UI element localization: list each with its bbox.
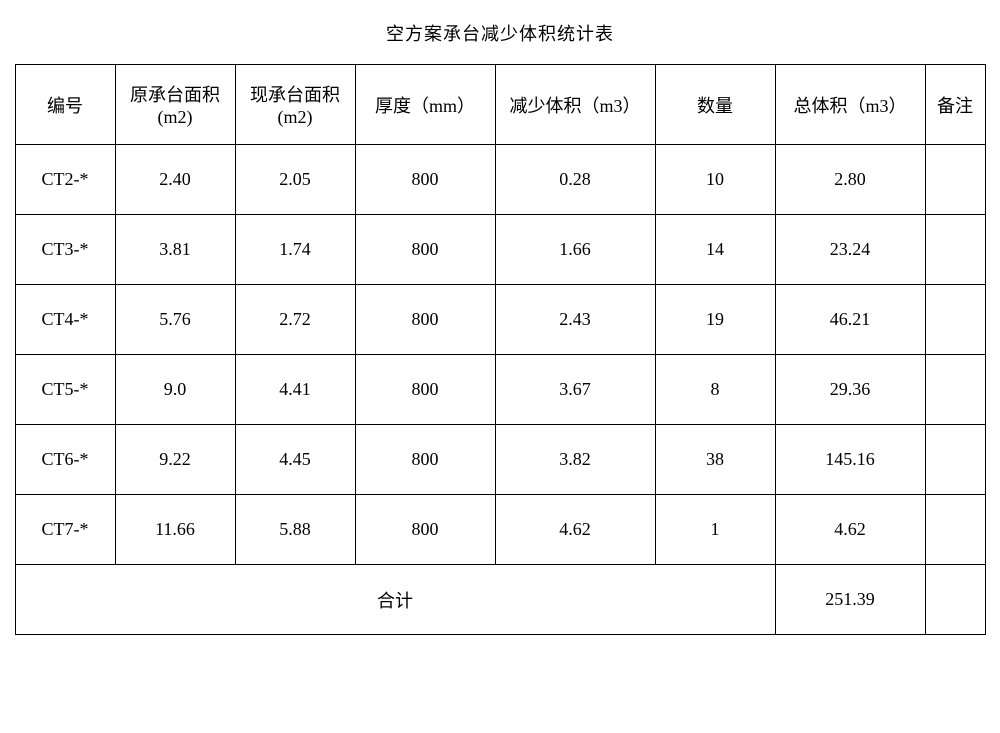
col-header-id: 编号: [15, 65, 115, 145]
cell-totv: 145.16: [775, 425, 925, 495]
cell-id: CT2-*: [15, 145, 115, 215]
col-header-redv: 减少体积（m3）: [495, 65, 655, 145]
cell-note: [925, 215, 985, 285]
col-header-thick: 厚度（mm）: [355, 65, 495, 145]
summary-row: 合计 251.39: [15, 565, 985, 635]
col-header-curr: 现承台面积(m2): [235, 65, 355, 145]
cell-qty: 8: [655, 355, 775, 425]
cell-curr: 4.41: [235, 355, 355, 425]
table-row: CT4-* 5.76 2.72 800 2.43 19 46.21: [15, 285, 985, 355]
cell-id: CT7-*: [15, 495, 115, 565]
table-row: CT3-* 3.81 1.74 800 1.66 14 23.24: [15, 215, 985, 285]
cell-orig: 11.66: [115, 495, 235, 565]
cell-curr: 2.72: [235, 285, 355, 355]
cell-totv: 23.24: [775, 215, 925, 285]
table-row: CT7-* 11.66 5.88 800 4.62 1 4.62: [15, 495, 985, 565]
col-header-qty: 数量: [655, 65, 775, 145]
cell-totv: 46.21: [775, 285, 925, 355]
col-header-note: 备注: [925, 65, 985, 145]
cell-curr: 2.05: [235, 145, 355, 215]
cell-orig: 9.22: [115, 425, 235, 495]
cell-thick: 800: [355, 355, 495, 425]
table-row: CT6-* 9.22 4.45 800 3.82 38 145.16: [15, 425, 985, 495]
cell-id: CT5-*: [15, 355, 115, 425]
cell-note: [925, 355, 985, 425]
cell-orig: 2.40: [115, 145, 235, 215]
cell-id: CT3-*: [15, 215, 115, 285]
cell-id: CT4-*: [15, 285, 115, 355]
cell-redv: 3.67: [495, 355, 655, 425]
summary-total: 251.39: [775, 565, 925, 635]
table-row: CT2-* 2.40 2.05 800 0.28 10 2.80: [15, 145, 985, 215]
summary-note: [925, 565, 985, 635]
cell-thick: 800: [355, 495, 495, 565]
cell-note: [925, 285, 985, 355]
cell-qty: 14: [655, 215, 775, 285]
summary-label: 合计: [15, 565, 775, 635]
cell-redv: 3.82: [495, 425, 655, 495]
cell-orig: 9.0: [115, 355, 235, 425]
cell-redv: 4.62: [495, 495, 655, 565]
cell-orig: 3.81: [115, 215, 235, 285]
cell-qty: 10: [655, 145, 775, 215]
cell-thick: 800: [355, 285, 495, 355]
cell-note: [925, 425, 985, 495]
cell-redv: 2.43: [495, 285, 655, 355]
cell-totv: 4.62: [775, 495, 925, 565]
cell-note: [925, 145, 985, 215]
cell-note: [925, 495, 985, 565]
col-header-totv: 总体积（m3）: [775, 65, 925, 145]
cell-redv: 1.66: [495, 215, 655, 285]
cell-curr: 4.45: [235, 425, 355, 495]
cell-thick: 800: [355, 215, 495, 285]
cell-curr: 1.74: [235, 215, 355, 285]
stats-table: 编号 原承台面积(m2) 现承台面积(m2) 厚度（mm） 减少体积（m3） 数…: [15, 64, 986, 635]
cell-orig: 5.76: [115, 285, 235, 355]
cell-redv: 0.28: [495, 145, 655, 215]
table-title: 空方案承台减少体积统计表: [10, 20, 990, 46]
cell-qty: 19: [655, 285, 775, 355]
cell-thick: 800: [355, 145, 495, 215]
cell-id: CT6-*: [15, 425, 115, 495]
cell-qty: 38: [655, 425, 775, 495]
cell-thick: 800: [355, 425, 495, 495]
cell-qty: 1: [655, 495, 775, 565]
table-row: CT5-* 9.0 4.41 800 3.67 8 29.36: [15, 355, 985, 425]
cell-totv: 2.80: [775, 145, 925, 215]
cell-totv: 29.36: [775, 355, 925, 425]
col-header-orig: 原承台面积(m2): [115, 65, 235, 145]
table-header-row: 编号 原承台面积(m2) 现承台面积(m2) 厚度（mm） 减少体积（m3） 数…: [15, 65, 985, 145]
cell-curr: 5.88: [235, 495, 355, 565]
